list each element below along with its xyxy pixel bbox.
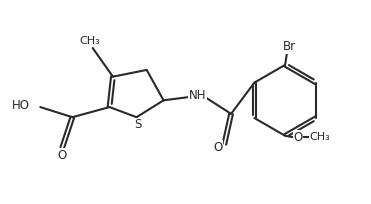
Text: O: O (293, 131, 303, 144)
Text: NH: NH (188, 89, 206, 102)
Text: Br: Br (283, 40, 296, 53)
Text: CH₃: CH₃ (79, 35, 100, 45)
Text: S: S (135, 118, 142, 131)
Text: CH₃: CH₃ (309, 132, 330, 142)
Text: HO: HO (12, 99, 30, 112)
Text: O: O (57, 149, 66, 162)
Text: O: O (214, 141, 223, 154)
